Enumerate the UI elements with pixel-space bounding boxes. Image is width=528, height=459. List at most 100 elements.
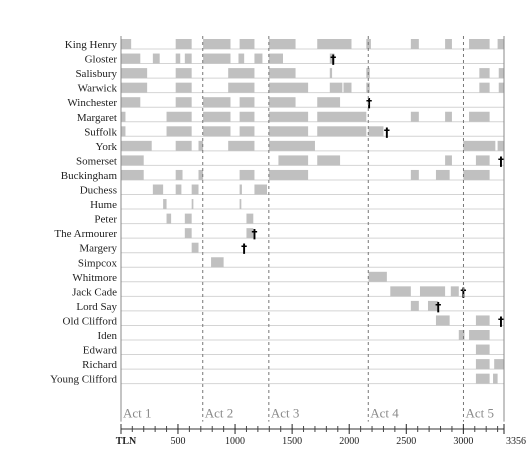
character-label: Duchess: [80, 185, 117, 197]
presence-bar: [175, 169, 183, 180]
character-label: The Armourer: [54, 228, 117, 240]
presence-bar: [246, 228, 254, 239]
presence-bar: [239, 184, 242, 195]
presence-bar: [268, 97, 296, 108]
character-label: Iden: [97, 330, 117, 342]
presence-bar: [410, 111, 419, 122]
row-young-clifford: Young Clifford: [50, 373, 504, 386]
presence-bar: [390, 286, 411, 297]
x-tick-label: 1500: [282, 436, 302, 447]
presence-bar: [497, 140, 504, 151]
presence-bar: [479, 68, 490, 79]
presence-bar: [203, 126, 231, 137]
presence-bar: [246, 213, 254, 224]
death-dagger-icon: †: [435, 300, 441, 314]
x-tick-label: 2500: [396, 436, 416, 447]
presence-bar: [175, 39, 192, 49]
row-margery: Margery †: [79, 242, 504, 256]
presence-bar: [121, 155, 144, 166]
presence-bar: [458, 330, 465, 340]
presence-bar: [191, 184, 199, 195]
presence-bar: [175, 68, 192, 79]
character-label: Margery: [79, 243, 117, 255]
presence-bar: [479, 82, 490, 93]
row-simpcox: Simpcox: [78, 257, 504, 269]
character-label: Margaret: [77, 112, 117, 124]
death-dagger-icon: †: [460, 285, 466, 299]
presence-bar: [238, 53, 245, 64]
row-somerset: Somerset †: [76, 154, 504, 168]
death-dagger-icon: †: [330, 53, 336, 67]
x-tick-label: 3356: [506, 436, 526, 447]
presence-bar: [475, 155, 490, 166]
presence-bar: [166, 213, 172, 224]
presence-bar: [329, 82, 343, 93]
row-buckingham: Buckingham: [61, 169, 504, 182]
presence-bar: [163, 199, 167, 210]
row-peter: Peter: [94, 213, 504, 226]
presence-bar: [343, 82, 352, 93]
row-edward: Edward: [83, 344, 504, 357]
presence-bar: [445, 39, 452, 49]
character-rows: King Henry Gloster †Salisbury WarwickWinche…: [50, 36, 505, 422]
presence-bar: [450, 286, 459, 297]
presence-bar: [268, 169, 309, 180]
presence-bar: [410, 169, 419, 180]
death-dagger-icon: †: [498, 154, 504, 168]
character-label: Old Clifford: [63, 315, 118, 327]
presence-bar: [239, 126, 255, 137]
row-richard: Richard: [82, 359, 504, 371]
act-label: Act 3: [271, 406, 300, 421]
x-axis-title: TLN: [116, 436, 137, 447]
presence-bar: [268, 126, 309, 137]
row-king-henry: King Henry: [65, 39, 504, 51]
presence-bar: [239, 199, 242, 210]
presence-bar: [203, 97, 231, 108]
presence-bar: [469, 111, 490, 122]
row-gloster: Gloster †: [85, 53, 504, 67]
row-winchester: Winchester †: [67, 96, 504, 110]
row-salisbury: Salisbury: [75, 68, 504, 80]
presence-bar: [317, 155, 341, 166]
row-old-clifford: Old Clifford †: [63, 314, 505, 328]
row-suffolk: Suffolk †: [84, 125, 504, 139]
presence-bar: [152, 53, 160, 64]
row-hume: Hume: [90, 199, 504, 211]
row-whitmore: Whitmore: [72, 271, 504, 284]
presence-bar: [239, 169, 255, 180]
presence-bar: [184, 228, 192, 239]
presence-bar: [278, 155, 309, 166]
presence-bar: [166, 126, 192, 137]
presence-bar: [469, 330, 490, 340]
x-axis: TLN 500 1000 1500 2000 2500 3000 3356: [116, 424, 526, 447]
presence-bar: [410, 300, 419, 311]
presence-bar: [498, 68, 504, 79]
presence-bar: [121, 39, 132, 49]
row-iden: Iden: [97, 330, 504, 342]
presence-bar: [475, 359, 490, 370]
presence-bar: [175, 97, 192, 108]
act-label: Act 4: [370, 406, 399, 421]
act-dividers: Act 1 Act 2 Act 3 Act 4 Act 5: [123, 36, 494, 422]
presence-bar: [329, 53, 335, 64]
death-dagger-icon: †: [251, 227, 257, 241]
presence-bar: [463, 169, 490, 180]
presence-bar: [175, 184, 182, 195]
presence-bar: [121, 126, 126, 137]
presence-bar: [268, 111, 309, 122]
presence-bar: [121, 169, 144, 180]
presence-bar: [475, 373, 490, 384]
presence-bar: [175, 82, 192, 93]
character-label: Warwick: [78, 83, 118, 95]
presence-bar: [228, 140, 255, 151]
presence-bar: [198, 140, 204, 151]
presence-bar: [268, 53, 283, 64]
death-dagger-icon: †: [498, 314, 504, 328]
presence-bar: [317, 97, 341, 108]
presence-bar: [121, 82, 148, 93]
presence-bar: [254, 184, 268, 195]
presence-bar: [445, 155, 452, 166]
presence-bar: [175, 53, 181, 64]
row-warwick: Warwick: [78, 82, 504, 95]
act-label: Act 2: [205, 406, 234, 421]
